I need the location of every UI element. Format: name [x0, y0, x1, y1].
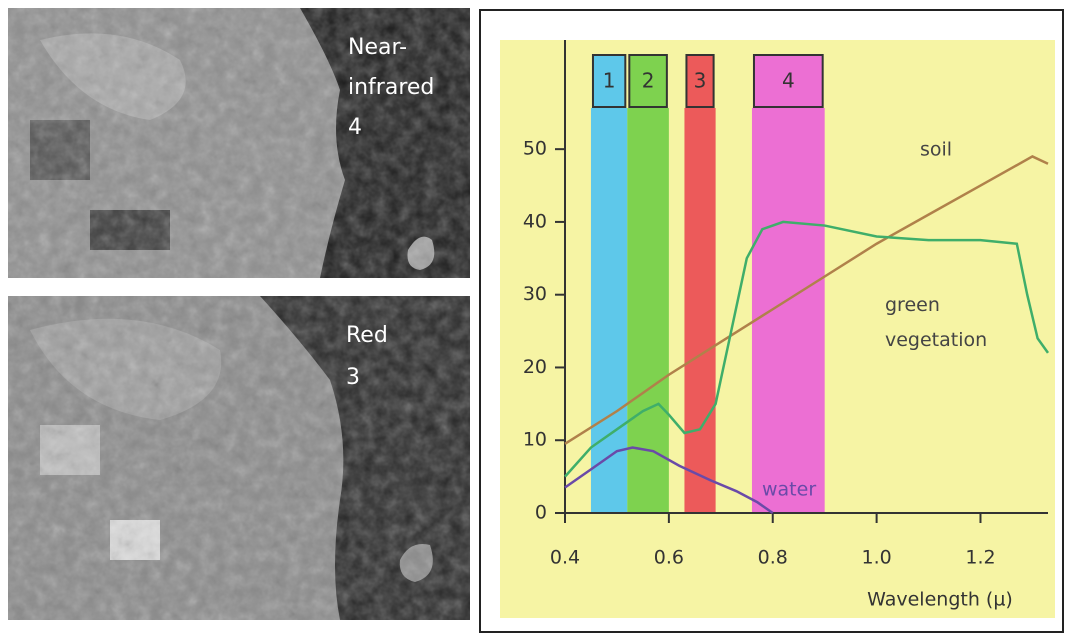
band-label: 2 — [642, 69, 655, 93]
y-tick-label: 50 — [523, 138, 547, 160]
y-tick-label: 10 — [523, 429, 547, 451]
series-label: water — [762, 479, 816, 501]
y-tick-label: 0 — [535, 502, 547, 524]
band — [627, 108, 669, 513]
photo-red: Red 3 — [8, 296, 470, 620]
y-tick-label: 30 — [523, 283, 547, 305]
x-tick-label: 1.0 — [862, 547, 892, 569]
band — [752, 108, 825, 513]
x-tick-label: 0.6 — [654, 547, 684, 569]
y-tick-label: 40 — [523, 210, 547, 232]
figure: Near- infrared 4 Red 3 1234010203040500.… — [0, 0, 1068, 637]
series-label: soil — [920, 139, 952, 161]
x-tick-label: 0.8 — [758, 547, 788, 569]
photo-label: 4 — [348, 115, 362, 140]
photo-near-infrared: Near- infrared 4 — [8, 8, 470, 278]
photo-label: Near- — [348, 35, 407, 60]
photo-label: 3 — [346, 365, 360, 390]
band-label: 1 — [603, 69, 616, 93]
band-label: 4 — [782, 69, 795, 93]
x-tick-label: 0.4 — [550, 547, 580, 569]
band — [591, 108, 627, 513]
band — [684, 108, 715, 513]
photo-label: Red — [346, 323, 388, 348]
band-label: 3 — [694, 69, 707, 93]
photo-label: infrared — [348, 75, 434, 100]
y-tick-label: 20 — [523, 356, 547, 378]
x-tick-label: 1.2 — [965, 547, 995, 569]
page: Near- infrared 4 Red 3 1234010203040500.… — [0, 0, 1068, 641]
x-axis-label: Wavelength (µ) — [867, 589, 1013, 611]
